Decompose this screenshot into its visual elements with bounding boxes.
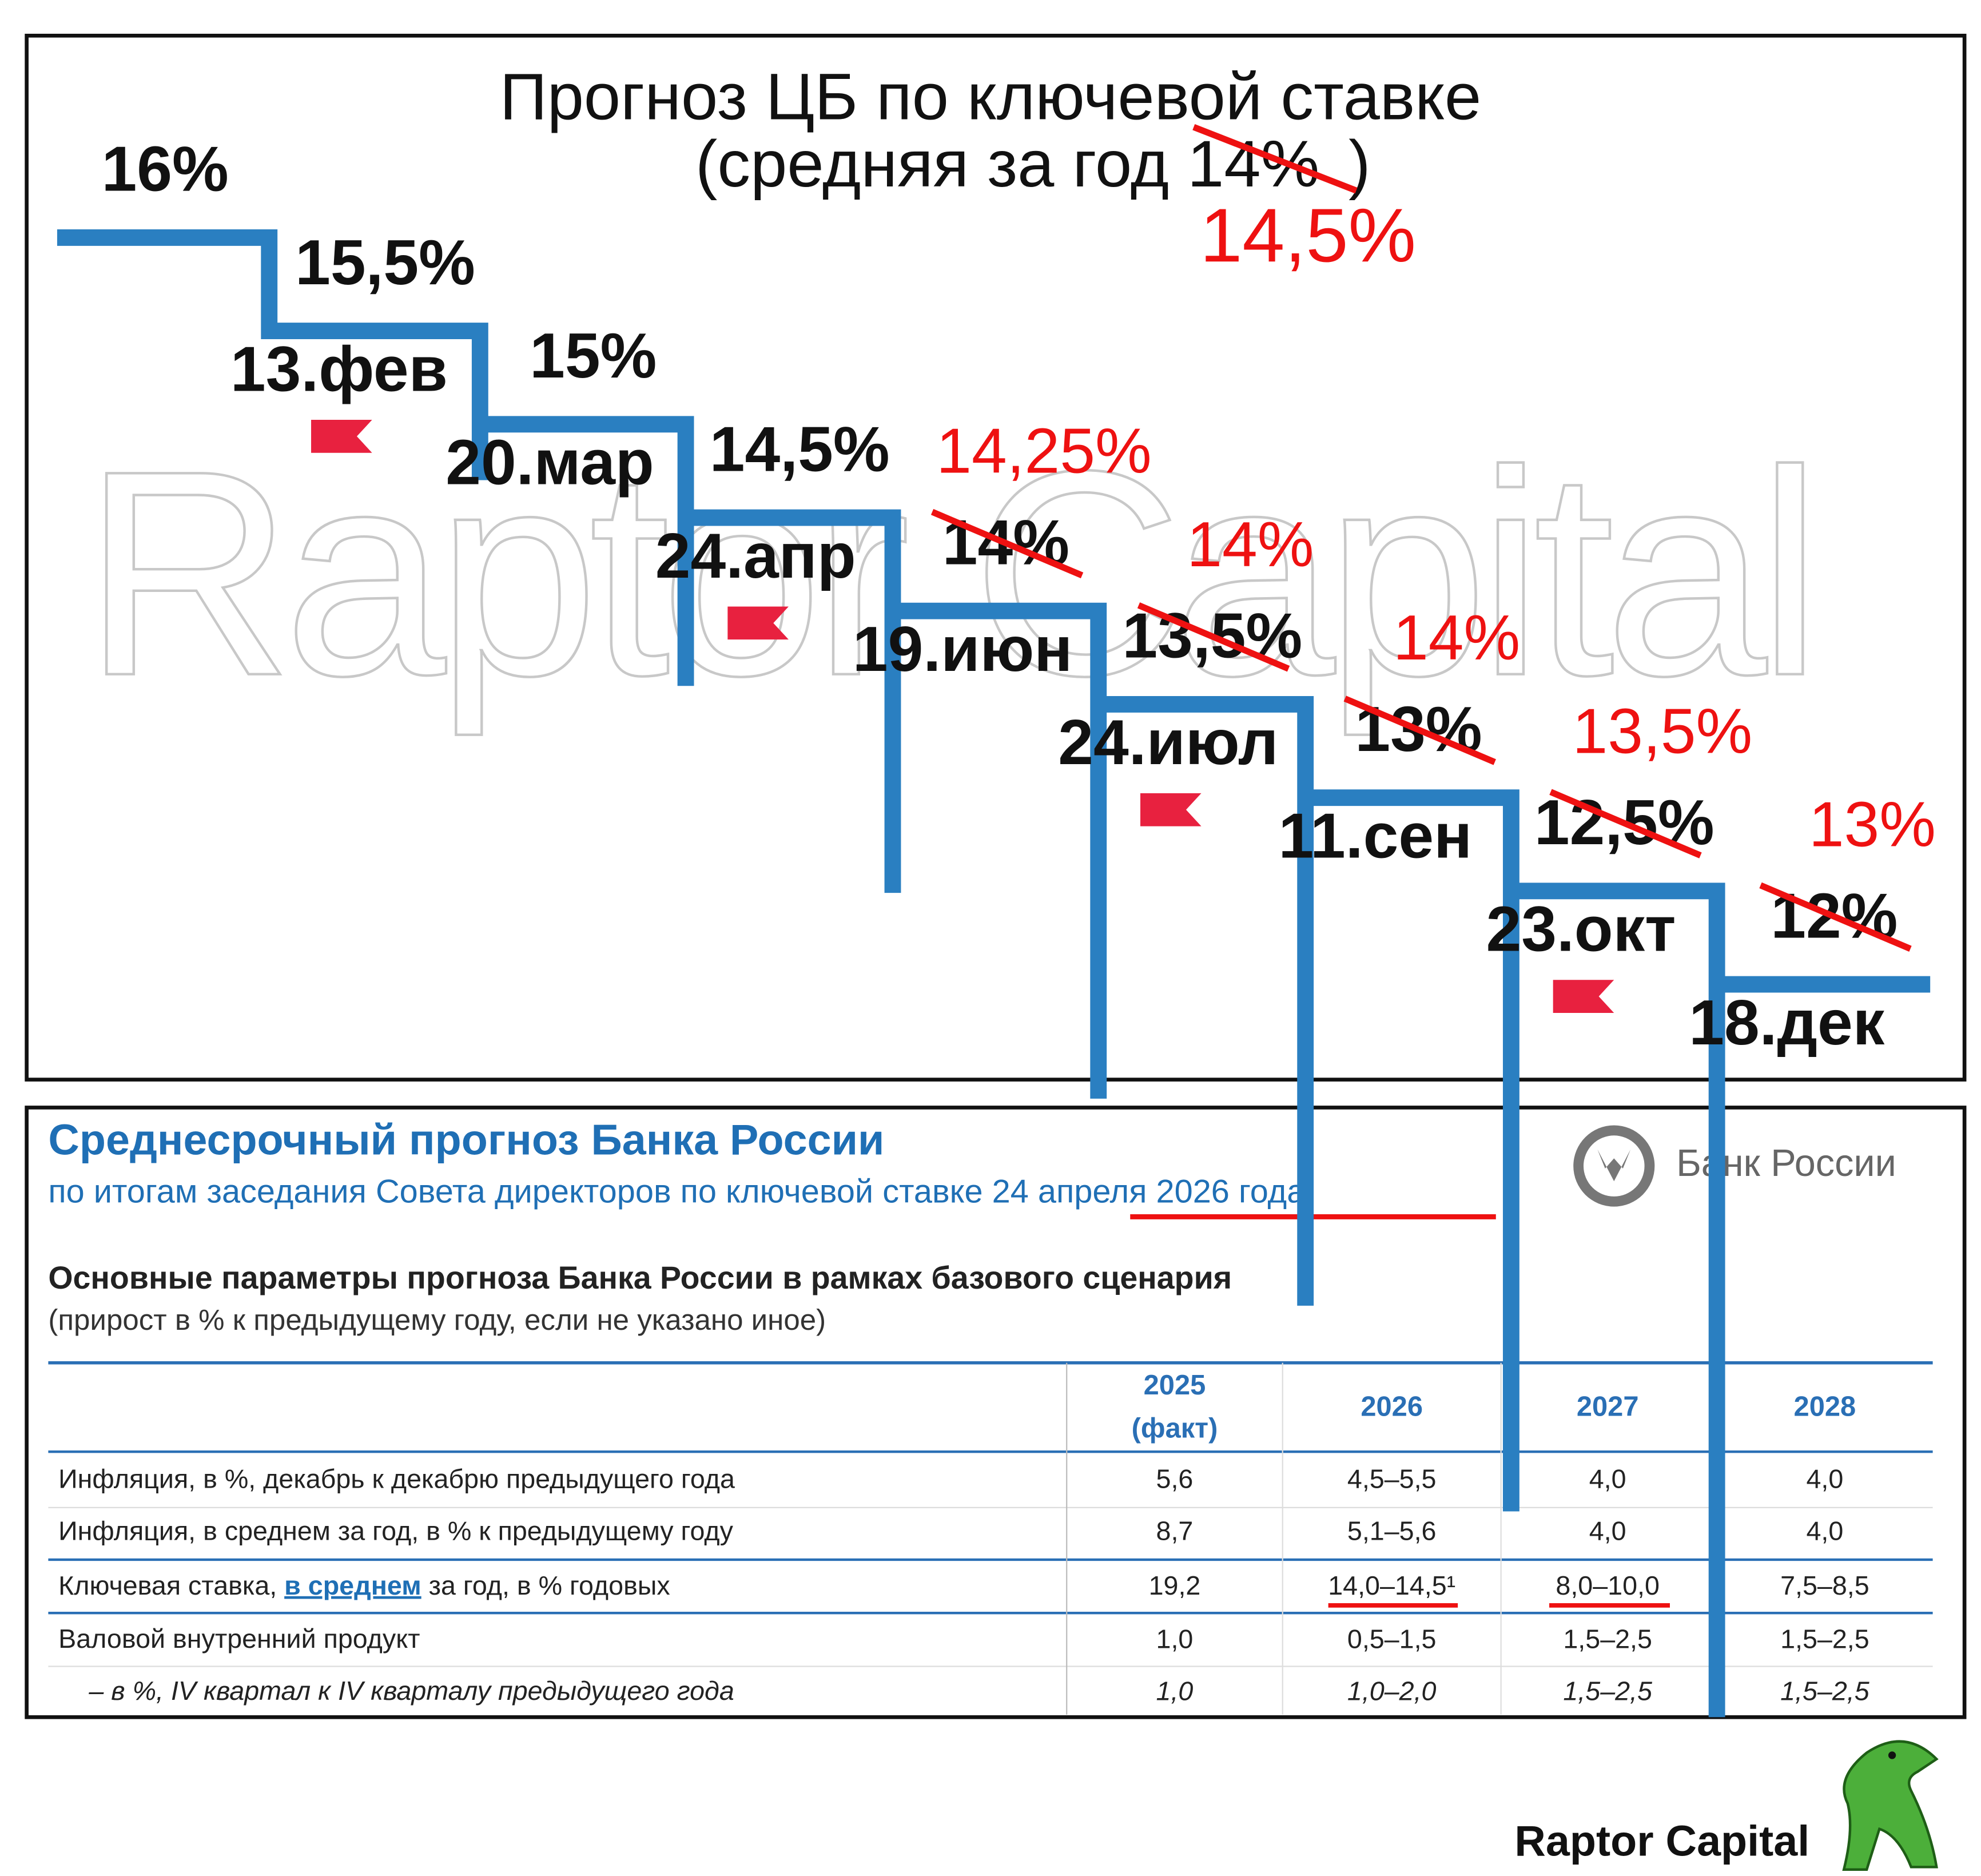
chart-subtitle-old: 14% bbox=[1187, 127, 1319, 201]
table-cell: 1,0–2,0 bbox=[1347, 1676, 1437, 1706]
chart-title: Прогноз ЦБ по ключевой ставке bbox=[500, 59, 1482, 133]
table-cell: 0,5–1,5 bbox=[1347, 1624, 1437, 1654]
footer-brand: Raptor Capital bbox=[1514, 1817, 1809, 1865]
table-cell: 7,5–8,5 bbox=[1780, 1571, 1869, 1600]
meeting-flag bbox=[311, 420, 372, 453]
chart-subtitle: (средняя за год bbox=[695, 127, 1187, 201]
meeting-flag bbox=[1553, 980, 1614, 1013]
table-cell: 4,0 bbox=[1806, 1464, 1843, 1494]
table-cell: 4,0 bbox=[1806, 1516, 1843, 1546]
value-label: 14,5% bbox=[710, 413, 890, 484]
column-header: 2025 bbox=[1144, 1370, 1206, 1401]
table-cell: 4,0 bbox=[1589, 1464, 1626, 1494]
strike-line bbox=[930, 508, 1084, 579]
strike-line bbox=[1759, 882, 1912, 952]
table-cell: 14,0–14,5¹ bbox=[1328, 1571, 1455, 1600]
revised-value-label: 14% bbox=[1393, 602, 1520, 673]
date-label: 18.дек bbox=[1689, 987, 1885, 1058]
row-label-link[interactable]: в среднем bbox=[284, 1571, 421, 1600]
row-label-part: Ключевая ставка, bbox=[58, 1571, 284, 1600]
table-cell: 8,0–10,0 bbox=[1556, 1571, 1660, 1600]
report-frame bbox=[25, 1106, 1967, 1719]
table-cell: 1,5–2,5 bbox=[1563, 1676, 1653, 1706]
row-label-part: Валовой внутренний продукт bbox=[58, 1624, 420, 1654]
table-cell: 4,0 bbox=[1589, 1516, 1626, 1546]
row-label: – в %, IV квартал к IV кварталу предыдущ… bbox=[88, 1676, 734, 1706]
column-header: (факт) bbox=[1132, 1413, 1218, 1444]
table-cell: 1,5–2,5 bbox=[1780, 1624, 1869, 1654]
table-cell: 1,0 bbox=[1156, 1624, 1194, 1654]
column-header: 2027 bbox=[1577, 1392, 1639, 1422]
row-label: Валовой внутренний продукт bbox=[58, 1624, 420, 1654]
revised-value-label: 13,5% bbox=[1572, 695, 1752, 766]
chart-frame bbox=[25, 33, 1967, 1082]
revised-value-label: 14,25% bbox=[936, 415, 1152, 487]
row-label-part: за год, в % годовых bbox=[421, 1571, 670, 1600]
date-label: 13.фев bbox=[230, 333, 448, 404]
row-label: Инфляция, в %, декабрь к декабрю предыду… bbox=[58, 1464, 735, 1494]
strike-line bbox=[1137, 602, 1290, 672]
chart-subtitle-new: 14,5% bbox=[1200, 193, 1416, 278]
row-label-part: – в %, IV квартал к IV кварталу предыдущ… bbox=[88, 1676, 734, 1706]
row-label-part: Инфляция, в среднем за год, в % к предыд… bbox=[58, 1516, 733, 1546]
bank-logo-eagle bbox=[1597, 1149, 1631, 1182]
date-label: 24.июл bbox=[1058, 706, 1278, 778]
table-cell: 1,0 bbox=[1156, 1676, 1194, 1706]
strike-line bbox=[1192, 124, 1358, 194]
subtitle-text: по итогам заседания Совета директоров по… bbox=[48, 1174, 992, 1210]
strike-line bbox=[1343, 695, 1496, 765]
table-cell: 19,2 bbox=[1149, 1571, 1201, 1600]
revised-value-label: 14% bbox=[1187, 508, 1314, 580]
row-label: Ключевая ставка, в среднем за год, в % г… bbox=[58, 1571, 670, 1600]
table-cell: 1,5–2,5 bbox=[1780, 1676, 1870, 1706]
row-label: Инфляция, в среднем за год, в % к предыд… bbox=[58, 1516, 733, 1546]
report-title: Среднесрочный прогноз Банка России bbox=[48, 1116, 884, 1164]
table-note: (прирост в % к предыдущему году, если не… bbox=[48, 1303, 826, 1336]
meeting-flag bbox=[1140, 793, 1202, 826]
meeting-flag bbox=[727, 606, 789, 640]
value-label: 15% bbox=[530, 320, 657, 391]
table-cell: 5,1–5,6 bbox=[1347, 1516, 1437, 1546]
column-header: 2026 bbox=[1361, 1392, 1423, 1422]
dinosaur-mascot bbox=[1842, 1740, 1939, 1871]
step-line bbox=[57, 229, 1931, 1718]
date-label: 11.сен bbox=[1278, 800, 1472, 871]
table-cell: 8,7 bbox=[1156, 1516, 1194, 1546]
value-label: 15,5% bbox=[295, 226, 475, 298]
watermark: Raptor Capital bbox=[82, 411, 1822, 738]
table-title: Основные параметры прогноза Банка России… bbox=[48, 1260, 1232, 1295]
revised-value-label: 13% bbox=[1809, 788, 1936, 860]
date-label: 23.окт bbox=[1486, 893, 1676, 965]
table-cell: 4,5–5,5 bbox=[1347, 1464, 1437, 1494]
date-label: 19.июн bbox=[853, 613, 1072, 685]
row-label-part: Инфляция, в %, декабрь к декабрю предыду… bbox=[58, 1464, 735, 1494]
subtitle-date: 24 апреля 2026 года bbox=[992, 1174, 1306, 1210]
report-subtitle: по итогам заседания Совета директоров по… bbox=[48, 1174, 1306, 1210]
strike-line bbox=[1549, 789, 1702, 858]
table-cell: 5,6 bbox=[1156, 1464, 1194, 1494]
date-label: 24.апр bbox=[655, 520, 856, 591]
value-label: 16% bbox=[102, 133, 229, 205]
table-cell: 1,5–2,5 bbox=[1563, 1624, 1652, 1654]
column-header: 2028 bbox=[1794, 1392, 1856, 1422]
date-label: 20.мар bbox=[445, 427, 654, 498]
